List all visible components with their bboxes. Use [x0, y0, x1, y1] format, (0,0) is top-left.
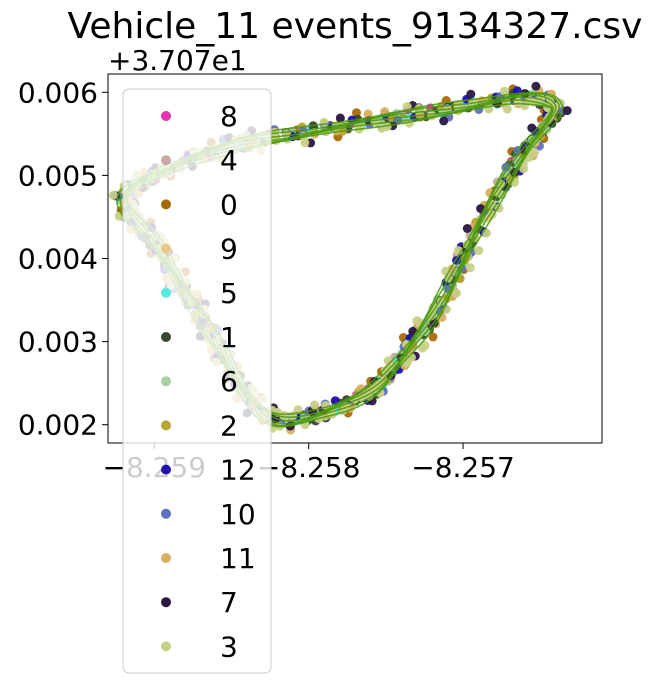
- y-tick-label: 0.003: [18, 326, 98, 359]
- data-point: [108, 190, 118, 200]
- legend-label: 9: [220, 233, 238, 266]
- legend-label: 7: [220, 586, 238, 619]
- chart-title: Vehicle_11 events_9134327.csv: [68, 6, 643, 47]
- legend-label: 3: [220, 630, 238, 663]
- data-point: [502, 104, 512, 114]
- y-tick-label: 0.006: [18, 76, 98, 109]
- legend-marker: [161, 199, 171, 210]
- x-tick-label: −8.257: [411, 451, 515, 484]
- data-point: [530, 147, 539, 157]
- legend-entry: 9: [161, 233, 238, 266]
- legend-entry: 4: [161, 144, 238, 177]
- data-point: [412, 316, 422, 326]
- x-tick-label: −8.258: [257, 451, 361, 484]
- y-tick-label: 0.004: [18, 243, 98, 276]
- data-point: [439, 116, 449, 126]
- legend-entry: 0: [161, 188, 238, 221]
- data-point: [382, 122, 392, 131]
- legend-marker: [161, 155, 171, 166]
- legend-marker: [161, 508, 171, 519]
- data-point: [527, 123, 537, 133]
- y-offset-label: +3.707e1: [108, 44, 247, 77]
- legend-label: 5: [220, 277, 238, 310]
- legend-label: 1: [220, 321, 238, 354]
- data-point: [300, 138, 310, 148]
- legend-label: 2: [220, 409, 238, 442]
- legend-entry: 12: [161, 454, 256, 487]
- data-point: [499, 86, 509, 96]
- legend-entry: 11: [161, 542, 256, 575]
- data-point: [437, 313, 447, 322]
- legend-label: 0: [220, 188, 238, 221]
- legend-marker: [161, 553, 171, 563]
- data-point: [335, 113, 345, 123]
- legend-entry: 1: [161, 321, 238, 354]
- data-point: [418, 343, 427, 353]
- legend-entry: 7: [161, 586, 238, 619]
- legend-entry: 6: [161, 365, 238, 398]
- data-point: [519, 164, 529, 174]
- legend-box: [122, 88, 272, 674]
- y-tick-label: 0.002: [18, 409, 98, 442]
- legend-label: 11: [220, 542, 256, 575]
- legend-label: 8: [220, 100, 238, 133]
- legend-entry: 3: [161, 630, 238, 663]
- data-point: [452, 288, 461, 298]
- legend-label: 6: [220, 365, 238, 398]
- data-point: [281, 129, 291, 139]
- legend-marker: [161, 287, 171, 298]
- legend-marker: [161, 243, 171, 254]
- legend-marker: [161, 420, 171, 431]
- data-point: [465, 263, 475, 273]
- data-point: [436, 296, 446, 306]
- legend-entry: 5: [161, 277, 238, 310]
- data-point: [562, 106, 572, 116]
- data-point: [428, 332, 438, 342]
- data-point: [380, 366, 390, 375]
- data-point: [310, 400, 319, 410]
- legend-marker: [161, 641, 171, 652]
- data-point: [363, 109, 373, 119]
- data-point: [462, 224, 472, 233]
- legend-entry: 2: [161, 409, 238, 442]
- legend-marker: [161, 332, 171, 342]
- legend-marker: [161, 111, 171, 121]
- legend-label: 12: [220, 454, 256, 487]
- y-tick-label: 0.005: [18, 159, 98, 192]
- legend-entry: 10: [161, 498, 256, 531]
- legend-marker: [161, 464, 171, 475]
- legend-label: 4: [220, 144, 238, 177]
- data-point: [466, 89, 476, 99]
- legend-entry: 8: [161, 100, 238, 133]
- data-point: [375, 388, 385, 398]
- data-point: [402, 358, 412, 368]
- legend-marker: [161, 376, 171, 387]
- legend-label: 10: [220, 498, 256, 531]
- data-point: [319, 117, 329, 127]
- data-point: [531, 81, 541, 91]
- legend-marker: [161, 597, 171, 608]
- legend: 8 4 0 9 5 1 6 2 12 10 11 7 3: [122, 88, 272, 674]
- data-point: [474, 246, 484, 256]
